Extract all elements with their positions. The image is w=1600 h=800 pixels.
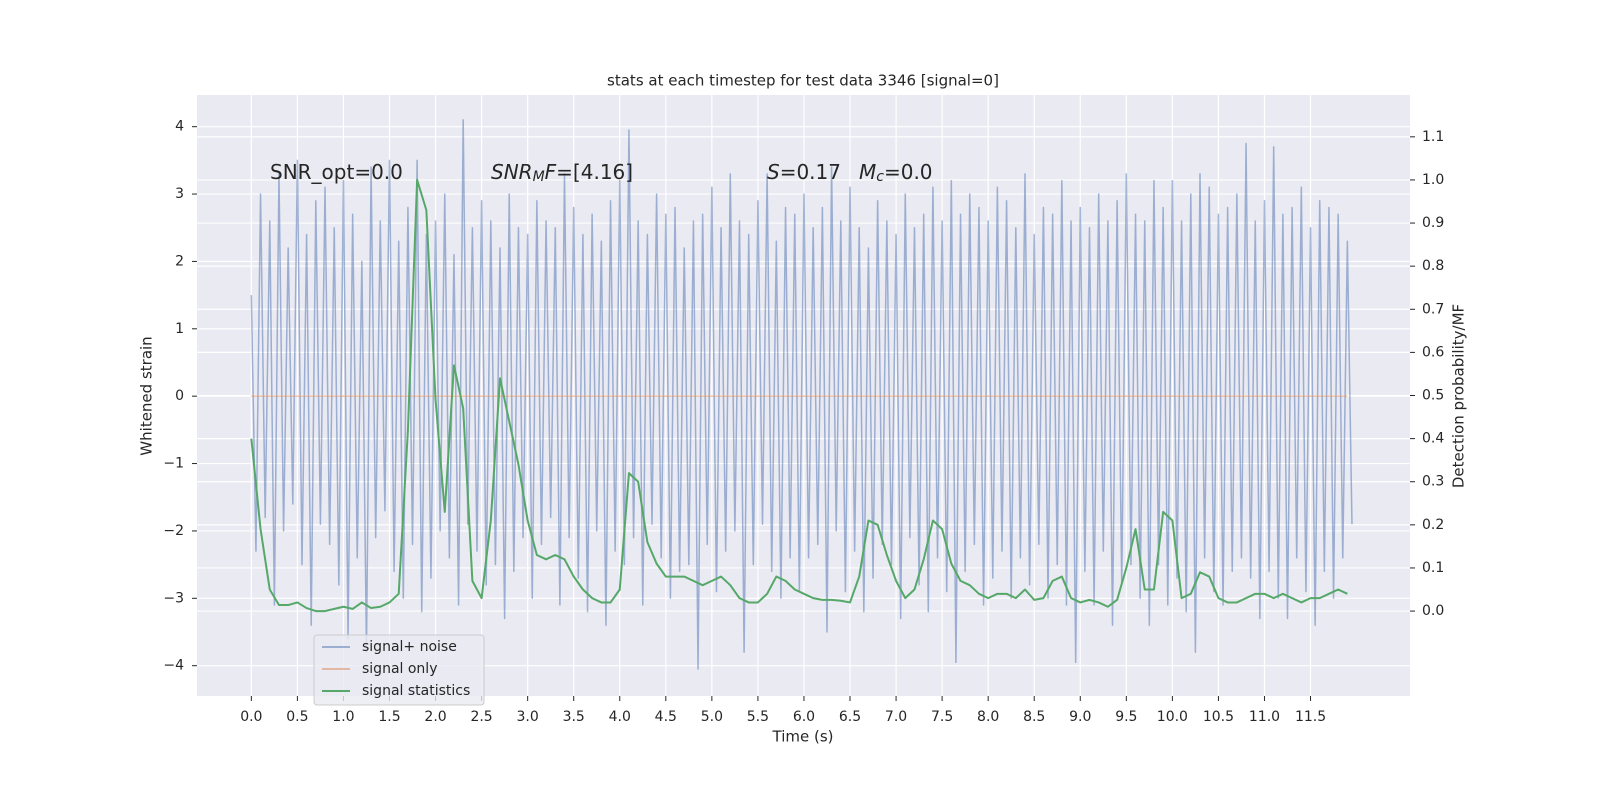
axes: 0.0 0.5 1.0 1.5 2.0 2.5 3.0 3.5 4.0 4.5 5.0 5.5 6.0 6… bbox=[163, 119, 1444, 725]
x-tick-label: 11.0 bbox=[1249, 709, 1280, 725]
annotation-part: =[4.16] bbox=[556, 160, 633, 184]
annotation: S=0.17 bbox=[767, 160, 841, 184]
y2-tick-label: 0.4 bbox=[1422, 431, 1444, 447]
x-tick-label: 2.0 bbox=[424, 709, 446, 725]
legend-label: signal statistics bbox=[362, 683, 470, 699]
y2-tick-label: 0.6 bbox=[1422, 344, 1444, 360]
legend-label: signal+ noise bbox=[362, 639, 457, 655]
x-tick-label: 0.5 bbox=[286, 709, 308, 725]
series-line bbox=[250, 178, 1348, 613]
x-tick-label: 3.0 bbox=[517, 709, 539, 725]
x-tick-label: 10.0 bbox=[1157, 709, 1188, 725]
legend: signal+ noise signal only signal statistic… bbox=[313, 634, 485, 706]
x-tick-label: 5.5 bbox=[747, 709, 769, 725]
y2-tick-label: 0.5 bbox=[1422, 388, 1444, 404]
x-tick-label: 4.0 bbox=[609, 709, 631, 725]
y2-tick-label: 1.0 bbox=[1422, 172, 1444, 188]
legend-box bbox=[313, 634, 485, 706]
annotation: SNR_opt=0.0 bbox=[270, 160, 403, 184]
x-tick-label: 10.5 bbox=[1203, 709, 1234, 725]
y2-tick-label: 0.9 bbox=[1422, 215, 1444, 231]
y2-tick-label: 1.1 bbox=[1422, 129, 1444, 145]
y2-axis-label: Detection probability/MF bbox=[1450, 304, 1468, 488]
x-tick-label: 6.5 bbox=[839, 709, 861, 725]
annotation-part: SNR_opt=0.0 bbox=[270, 160, 403, 184]
y-axis-label: Whitened strain bbox=[138, 336, 156, 455]
annotation-part: c bbox=[876, 169, 884, 185]
annotation-part: M bbox=[533, 169, 545, 185]
y-tick-label: −3 bbox=[163, 590, 184, 606]
y-tick-label: −1 bbox=[163, 456, 184, 472]
x-tick-label: 4.5 bbox=[655, 709, 677, 725]
y-tick-label: −2 bbox=[163, 523, 184, 539]
annotation-part: S bbox=[767, 160, 780, 184]
annotation-part: F bbox=[545, 160, 557, 184]
y-tick-label: 4 bbox=[175, 119, 184, 135]
x-tick-label: 1.0 bbox=[332, 709, 354, 725]
legend-label: signal only bbox=[362, 661, 437, 677]
y2-tick-label: 0.2 bbox=[1422, 517, 1444, 533]
annotation-part: SNR bbox=[491, 160, 533, 184]
x-tick-label: 0.0 bbox=[240, 709, 262, 725]
y2-tick-label: 0.8 bbox=[1422, 258, 1444, 274]
y-tick-label: 1 bbox=[175, 321, 184, 337]
y2-tick-label: 0.1 bbox=[1422, 560, 1444, 576]
y-tick-label: −4 bbox=[163, 658, 184, 674]
x-tick-label: 9.0 bbox=[1069, 709, 1091, 725]
y2-tick-label: 0.3 bbox=[1422, 474, 1444, 490]
lines bbox=[250, 119, 1353, 670]
annotation-part: M bbox=[859, 160, 876, 184]
y2-tick-label: 0.0 bbox=[1422, 603, 1444, 619]
x-axis-label: Time (s) bbox=[772, 728, 834, 746]
y-tick-label: 3 bbox=[175, 186, 184, 202]
x-tick-label: 7.5 bbox=[931, 709, 953, 725]
y-tick-label: 2 bbox=[175, 253, 184, 269]
x-tick-label: 6.0 bbox=[793, 709, 815, 725]
y2-tick-label: 0.7 bbox=[1422, 301, 1444, 317]
x-tick-label: 9.5 bbox=[1115, 709, 1137, 725]
annotation: SNRMF=[4.16] bbox=[491, 160, 633, 185]
x-tick-label: 5.0 bbox=[701, 709, 723, 725]
y-tick-label: 0 bbox=[175, 388, 184, 404]
annotation: Mc=0.0 bbox=[859, 160, 933, 185]
annotation-part: =0.0 bbox=[884, 160, 933, 184]
x-tick-label: 7.0 bbox=[885, 709, 907, 725]
annotation-part: =0.17 bbox=[780, 160, 841, 184]
x-tick-label: 8.0 bbox=[977, 709, 999, 725]
series-line bbox=[250, 119, 1353, 670]
x-tick-label: 11.5 bbox=[1295, 709, 1326, 725]
x-tick-label: 3.5 bbox=[563, 709, 585, 725]
x-tick-label: 2.5 bbox=[470, 709, 492, 725]
x-tick-label: 8.5 bbox=[1023, 709, 1045, 725]
x-tick-label: 1.5 bbox=[378, 709, 400, 725]
chart-title: stats at each timestep for test data 334… bbox=[607, 72, 999, 90]
